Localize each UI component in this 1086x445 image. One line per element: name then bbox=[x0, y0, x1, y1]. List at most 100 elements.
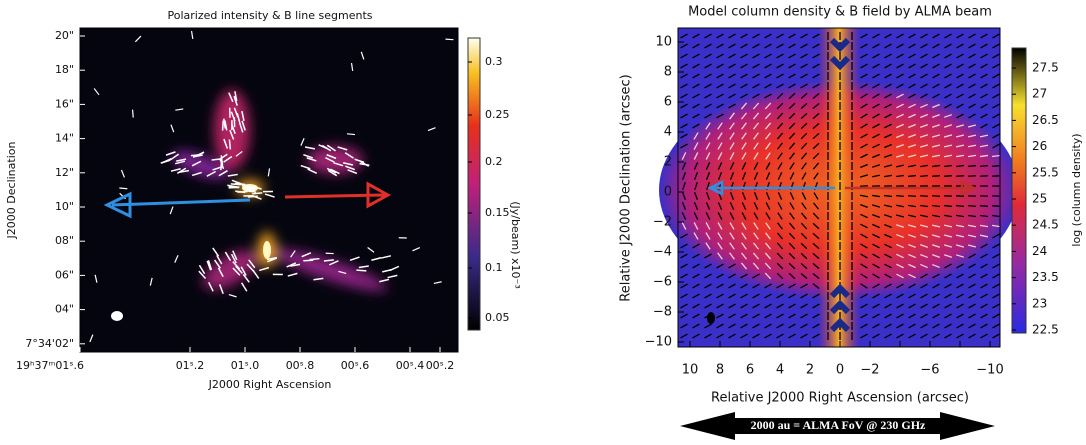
panel-title: Model column density & B field by ALMA b… bbox=[688, 5, 992, 20]
b-field-segment bbox=[980, 206, 988, 207]
colorbar-tick-label: 24.5 bbox=[1032, 218, 1059, 232]
b-segment bbox=[356, 270, 366, 271]
y-tick-label: −8 bbox=[653, 305, 672, 320]
b-segment bbox=[445, 39, 453, 40]
colorbar-tick-label: 25.5 bbox=[1032, 165, 1059, 179]
peak bbox=[263, 241, 271, 259]
b-segment bbox=[324, 260, 334, 261]
x-tick-label: 8 bbox=[716, 363, 724, 378]
b-field-segment bbox=[908, 196, 916, 197]
colorbar-label: log (column density) bbox=[1070, 133, 1083, 246]
colorbar-tick-label: 26.5 bbox=[1032, 113, 1059, 127]
y-axis-label: Relative J2000 Declination (arcsec) bbox=[619, 74, 634, 301]
x-tick-label: 10 bbox=[682, 363, 699, 378]
y-tick-label: −6 bbox=[653, 275, 672, 290]
b-segment bbox=[119, 188, 127, 189]
y-tick-label: 0 bbox=[664, 185, 672, 200]
b-field-segment bbox=[920, 176, 928, 177]
b-field-segment bbox=[956, 206, 964, 207]
y-tick-label: 2 bbox=[664, 155, 672, 170]
colorbar-tick-label: 0.05 bbox=[485, 311, 510, 324]
x-tick-label: 6 bbox=[746, 363, 754, 378]
y-tick-label: 04" bbox=[55, 303, 74, 316]
b-segment bbox=[347, 134, 355, 135]
x-tick-label: 4 bbox=[776, 363, 784, 378]
x-tick-label: 01ˢ.2 bbox=[176, 359, 205, 372]
colorbar bbox=[468, 38, 480, 330]
b-field-segment bbox=[968, 206, 976, 207]
x-tick-label: 0 bbox=[836, 363, 844, 378]
y-tick-label: 4 bbox=[664, 125, 672, 140]
b-segment bbox=[133, 110, 134, 118]
left-panel: Polarized intensity & B line segments J2… bbox=[5, 9, 522, 391]
colorbar bbox=[1012, 48, 1026, 333]
y-axis-label: J2000 Declination bbox=[5, 142, 18, 240]
b-segment bbox=[303, 260, 313, 261]
b-segment bbox=[223, 121, 224, 131]
b-segment bbox=[229, 139, 230, 149]
x-tick-label: −10 bbox=[976, 363, 1003, 378]
x-axis-label: J2000 Right Ascension bbox=[208, 378, 332, 391]
b-segment bbox=[309, 259, 319, 260]
colorbar-tick-label: 0.15 bbox=[485, 206, 510, 219]
y-tick-label: 18" bbox=[55, 63, 74, 76]
colorbar-tick-label: 27.5 bbox=[1032, 61, 1059, 75]
b-field-segment bbox=[884, 196, 892, 197]
b-field-segment bbox=[968, 166, 976, 167]
colorbar-label: (Jy/beam) x10⁻³ bbox=[509, 201, 522, 288]
y-tick-label: 16" bbox=[55, 97, 74, 110]
y-tick-label: −2 bbox=[653, 215, 672, 230]
b-field-segment bbox=[992, 216, 1000, 217]
right-panel: Model column density & B field by ALMA b… bbox=[619, 5, 1084, 441]
y-tick-label: 10 bbox=[655, 35, 672, 50]
b-field-segment bbox=[908, 176, 916, 177]
map-background bbox=[80, 28, 458, 352]
x-axis-label: Relative J2000 Right Ascension (arcsec) bbox=[711, 391, 969, 406]
colorbar-tick-label: 0.1 bbox=[485, 261, 503, 274]
colorbar-tick-label: 26 bbox=[1032, 139, 1047, 153]
b-field-segment bbox=[944, 206, 952, 207]
x-tick-label: 19ʰ37ᵐ01ˢ.6 bbox=[16, 359, 84, 372]
beam bbox=[707, 312, 715, 324]
banner-text: 2000 au = ALMA FoV @ 230 GHz bbox=[751, 418, 926, 432]
b-field-segment bbox=[896, 196, 904, 197]
b-segment bbox=[252, 193, 262, 194]
panel-title: Polarized intensity & B line segments bbox=[168, 9, 373, 22]
b-field-segment bbox=[944, 176, 952, 177]
y-tick-label: 20" bbox=[55, 29, 74, 42]
x-tick-label: 2 bbox=[806, 363, 814, 378]
y-tick-label: 14" bbox=[55, 132, 74, 145]
x-tick-label: 00ˢ.2 bbox=[426, 359, 455, 372]
colorbar-tick-label: 25 bbox=[1032, 192, 1047, 206]
colorbar-tick-label: 22.5 bbox=[1032, 323, 1059, 337]
y-tick-label: −10 bbox=[645, 335, 672, 350]
x-tick-label: −6 bbox=[920, 363, 939, 378]
x-tick-label: −2 bbox=[860, 363, 879, 378]
y-tick-label: 8 bbox=[664, 65, 672, 80]
b-field-segment bbox=[992, 206, 1000, 207]
b-field-segment bbox=[992, 166, 1000, 167]
colorbar-tick-label: 27 bbox=[1032, 87, 1047, 101]
x-tick-label: 00ˢ.6 bbox=[341, 359, 370, 372]
y-tick-label: 7°34'02" bbox=[25, 337, 74, 350]
y-tick-label: 08" bbox=[55, 234, 74, 247]
b-field-segment bbox=[980, 166, 988, 167]
b-field-segment bbox=[956, 176, 964, 177]
colorbar-tick-label: 0.2 bbox=[485, 155, 503, 168]
x-tick-label: 00ˢ.8 bbox=[286, 359, 315, 372]
y-tick-label: 10" bbox=[55, 200, 74, 213]
colorbar-tick-label: 23.5 bbox=[1032, 270, 1059, 284]
x-tick-label: 01ˢ.0 bbox=[231, 359, 260, 372]
colorbar-tick-label: 0.3 bbox=[485, 55, 503, 68]
beam bbox=[111, 311, 123, 321]
colorbar-tick-label: 0.25 bbox=[485, 108, 510, 121]
b-segment bbox=[231, 184, 241, 185]
x-tick-label: 00ˢ.4 bbox=[396, 359, 425, 372]
y-tick-label: −4 bbox=[653, 245, 672, 260]
y-tick-label: 12" bbox=[55, 166, 74, 179]
y-tick-label: 06" bbox=[55, 268, 74, 281]
colorbar-tick-label: 24 bbox=[1032, 244, 1047, 258]
colorbar-tick-label: 23 bbox=[1032, 296, 1047, 310]
b-field-segment bbox=[932, 176, 940, 177]
